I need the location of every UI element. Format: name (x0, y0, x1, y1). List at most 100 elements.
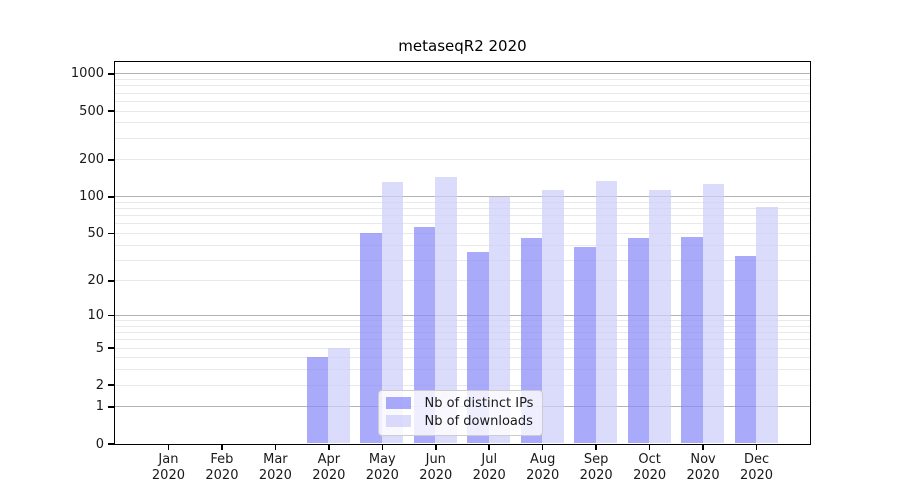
gridline-50 (114, 232, 810, 234)
bar-oct-distinct-ips (627, 238, 650, 444)
bar-may-distinct-ips (360, 232, 382, 444)
gridline-10 (114, 315, 810, 317)
x-tick-label-year: 2020 (205, 468, 239, 483)
x-tick-label-month: Jul (481, 452, 498, 467)
x-tick-label-month: Oct (638, 452, 661, 467)
gridline-7 (114, 332, 810, 334)
y-tick-label-5: 5 (95, 340, 104, 356)
gridline-200 (114, 159, 810, 161)
legend-swatch-downloads (385, 414, 411, 428)
gridline-70 (114, 215, 810, 217)
bar-nov-downloads (702, 184, 725, 444)
gridline-5 (114, 347, 810, 349)
x-tick-aug (541, 444, 544, 450)
x-tick-may (381, 444, 384, 450)
gridline-8 (114, 325, 810, 327)
x-tick-label-year: 2020 (633, 468, 667, 483)
y-tick-1000 (108, 73, 115, 75)
x-tick-sep (595, 444, 597, 450)
gridline-4 (114, 357, 810, 359)
legend-label-downloads: Nb of downloads (424, 413, 533, 429)
x-tick-label-year: 2020 (526, 468, 560, 483)
gridline-700 (114, 92, 810, 94)
gridline-40 (114, 244, 810, 246)
legend-label-distinct-ips: Nb of distinct IPs (424, 395, 534, 411)
x-tick-apr (328, 444, 330, 450)
x-tick-jul (488, 444, 490, 450)
y-tick-label-2: 2 (95, 377, 104, 393)
x-tick-dec (755, 444, 758, 450)
bar-nov-distinct-ips (681, 237, 703, 444)
gridline-60 (114, 223, 810, 225)
y-tick-label-1000: 1000 (70, 66, 104, 82)
x-tick-label-month: Jun (425, 452, 446, 467)
x-tick-label-jul: Jul 2020 (459, 452, 519, 484)
bar-apr-distinct-ips (306, 357, 329, 444)
y-tick-label-50: 50 (87, 225, 104, 241)
x-tick-label-year: 2020 (365, 468, 399, 483)
x-tick-label-month: Mar (263, 452, 288, 467)
gridline-600 (114, 100, 810, 102)
legend-swatch-distinct-ips (385, 396, 411, 410)
gridline-400 (114, 122, 810, 124)
y-tick-label-1: 1 (95, 399, 104, 415)
gridline-9 (114, 320, 810, 322)
y-tick-label-20: 20 (87, 273, 104, 289)
y-tick-1 (108, 406, 115, 408)
legend: Nb of distinct IPs Nb of downloads (377, 389, 544, 436)
x-tick-label-mar: Mar 2020 (245, 452, 305, 484)
chart-title: metaseqR2 2020 (398, 37, 527, 55)
y-tick-label-500: 500 (79, 103, 104, 119)
gridline-20 (114, 280, 810, 282)
plot-area: Nb of distinct IPs Nb of downloads (113, 60, 811, 445)
gridline-6 (114, 339, 810, 341)
x-tick-nov (702, 444, 704, 450)
gridline-80 (114, 208, 810, 210)
gridline-30 (114, 259, 810, 261)
gridline-3 (114, 369, 810, 371)
bar-apr-downloads (328, 347, 350, 444)
x-tick-label-year: 2020 (739, 468, 774, 483)
x-tick-label-oct: Oct 2020 (620, 452, 680, 484)
x-tick-label-jan: Jan 2020 (138, 452, 198, 484)
legend-item-distinct-ips: Nb of distinct IPs (385, 395, 534, 411)
gridline-100 (114, 196, 810, 198)
y-tick-10 (108, 314, 115, 317)
x-tick-label-month: Jan (158, 452, 179, 467)
y-tick-200 (108, 159, 115, 161)
y-tick-20 (108, 280, 115, 282)
x-tick-label-month: Sep (583, 452, 609, 467)
x-tick-label-feb: Feb 2020 (192, 452, 252, 484)
x-tick-label-nov: Nov 2020 (673, 452, 733, 484)
x-tick-label-year: 2020 (579, 468, 613, 483)
bar-dec-distinct-ips (734, 256, 757, 444)
x-tick-oct (648, 444, 651, 450)
x-tick-label-apr: Apr 2020 (299, 452, 359, 484)
y-tick-100 (108, 196, 115, 198)
x-tick-label-year: 2020 (258, 468, 292, 483)
x-tick-mar (274, 444, 277, 450)
gridline-300 (114, 137, 810, 139)
x-tick-label-year: 2020 (686, 468, 720, 483)
bar-jun-distinct-ips (413, 226, 436, 444)
bar-dec-downloads (756, 207, 778, 444)
x-tick-jun (435, 444, 437, 450)
gridline-2 (114, 384, 810, 386)
x-tick-label-month: May (368, 452, 396, 467)
x-tick-label-may: May 2020 (352, 452, 412, 484)
x-tick-label-year: 2020 (472, 468, 506, 483)
gridlines-layer (114, 62, 810, 444)
x-tick-label-jun: Jun 2020 (406, 452, 466, 484)
x-tick-label-aug: Aug 2020 (513, 452, 573, 484)
x-tick-jan (167, 444, 170, 450)
bar-sep-downloads (595, 181, 618, 444)
bar-oct-downloads (649, 190, 671, 444)
x-tick-label-month: Dec (743, 452, 770, 467)
x-tick-label-month: Apr (317, 452, 341, 467)
bar-jul-downloads (488, 197, 511, 444)
gridline-900 (114, 79, 810, 81)
gridline-1000 (114, 73, 810, 75)
x-tick-feb (221, 444, 223, 450)
y-tick-0 (108, 443, 115, 445)
